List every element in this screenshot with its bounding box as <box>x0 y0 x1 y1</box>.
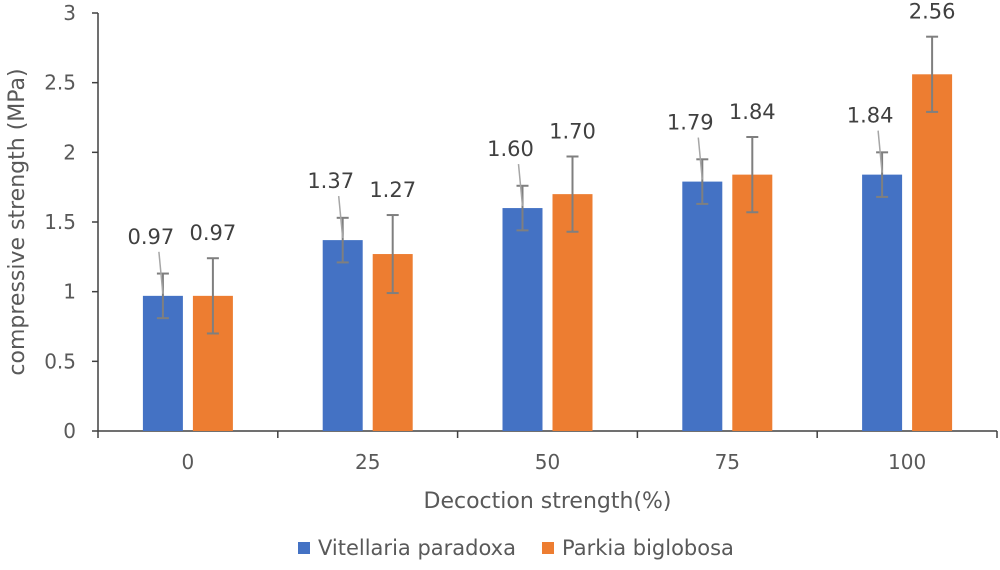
bar-parkia <box>552 194 593 431</box>
y-tick-label: 1.5 <box>44 210 76 234</box>
bar-vitellaria <box>502 208 543 431</box>
data-label-leader <box>158 251 164 294</box>
data-label-leader <box>517 163 524 207</box>
y-tick-label: 3 <box>63 1 76 25</box>
data-label-vitellaria: 1.60 <box>487 137 534 161</box>
x-tick-label: 75 <box>715 450 740 474</box>
legend-swatch-parkia <box>541 542 554 554</box>
y-tick-label: 0 <box>63 419 76 443</box>
legend-label-parkia: Parkia biglobosa <box>561 536 734 560</box>
y-tick-label: 2 <box>63 140 76 164</box>
bar-parkia <box>732 174 773 432</box>
y-tick-label: 2.5 <box>44 71 76 95</box>
bar-vitellaria <box>862 174 903 432</box>
data-label-leader <box>877 130 883 173</box>
data-label-vitellaria: 1.84 <box>847 104 894 128</box>
data-label-parkia: 0.97 <box>190 221 237 245</box>
x-tick-label: 0 <box>182 450 195 474</box>
x-tick-label: 50 <box>535 450 560 474</box>
data-label-parkia: 1.27 <box>369 178 416 202</box>
y-tick-label: 1 <box>63 280 76 304</box>
bar-parkia <box>912 74 953 431</box>
bar-vitellaria <box>682 181 723 431</box>
data-label-leader <box>697 137 704 180</box>
data-label-leader <box>337 196 344 239</box>
legend-label-vitellaria: Vitellaria paradoxa <box>318 536 516 560</box>
y-axis-title: compressive strength (MPa) <box>5 68 30 375</box>
data-label-vitellaria: 1.37 <box>307 169 354 193</box>
data-label-vitellaria: 0.97 <box>128 225 175 249</box>
legend: Vitellaria paradoxa Parkia biglobosa <box>298 536 734 560</box>
x-axis-title: Decoction strength(%) <box>424 489 672 514</box>
data-label-vitellaria: 1.79 <box>667 111 714 135</box>
legend-item-parkia: Parkia biglobosa <box>541 536 734 560</box>
legend-item-vitellaria: Vitellaria paradoxa <box>298 536 516 560</box>
bar-vitellaria <box>322 240 363 431</box>
y-tick-label: 0.5 <box>44 349 76 373</box>
data-label-parkia: 2.56 <box>909 0 956 24</box>
data-label-parkia: 1.84 <box>729 100 776 124</box>
legend-swatch-vitellaria <box>298 542 310 554</box>
x-tick-label: 100 <box>888 450 926 474</box>
data-label-parkia: 1.70 <box>549 120 596 144</box>
x-tick-label: 25 <box>355 450 380 474</box>
